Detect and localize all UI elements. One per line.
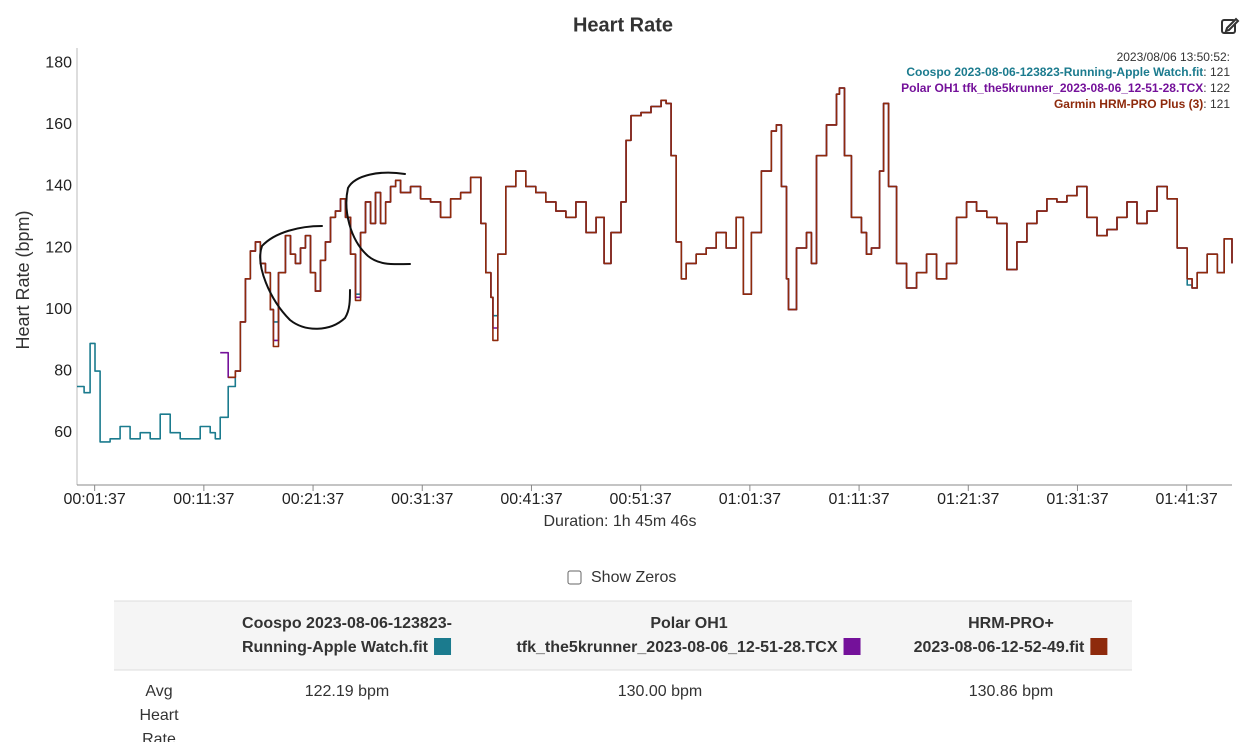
table-cell: 122.19 bpm: [305, 683, 390, 700]
column-header: Polar OH1: [650, 615, 727, 632]
x-tick-label: 00:21:37: [282, 491, 344, 508]
tooltip-separator: :: [1203, 65, 1210, 79]
y-tick-label: 140: [45, 178, 72, 195]
row-label: Avg: [145, 683, 172, 700]
tooltip-value: 121: [1210, 97, 1230, 111]
column-header: 2023-08-06-12-52-49.fit: [914, 639, 1085, 656]
tooltip-value: 121: [1210, 65, 1230, 79]
series-line: [228, 87, 1233, 379]
chart-title: Heart Rate: [573, 14, 673, 36]
tooltip-separator: :: [1203, 97, 1210, 111]
x-tick-label: 00:41:37: [500, 491, 562, 508]
series-swatch: [434, 638, 452, 655]
tooltip-separator: :: [1203, 81, 1210, 95]
row-label: Rate: [142, 731, 176, 742]
tooltip-value: 122: [1210, 81, 1230, 95]
x-tick-label: 01:31:37: [1046, 491, 1108, 508]
table-cell: 130.00 bpm: [618, 683, 703, 700]
y-tick-label: 180: [45, 55, 72, 72]
series-swatch: [1090, 638, 1108, 655]
x-tick-label: 00:11:37: [173, 491, 234, 508]
tooltip-time: 2023/08/06 13:50:52:: [1117, 50, 1230, 64]
tooltip-entry: Polar OH1 tfk_the5krunner_2023-08-06_12-…: [901, 81, 1230, 95]
column-header: HRM-PRO+: [968, 615, 1054, 632]
x-tick-label: 01:11:37: [829, 491, 890, 508]
x-tick-label: 00:51:37: [610, 491, 672, 508]
tooltip: 2023/08/06 13:50:52: Coospo 2023-08-06-1…: [901, 50, 1230, 111]
legend-name: Polar OH1 tfk_the5krunner_2023-08-06_12-…: [901, 81, 1203, 95]
y-tick-label: 100: [45, 301, 72, 318]
y-tick-label: 60: [54, 424, 72, 441]
plot-area: [77, 87, 1233, 443]
table-cell: 130.86 bpm: [969, 683, 1054, 700]
legend-name: Garmin HRM-PRO Plus (3): [1054, 97, 1203, 111]
checkbox[interactable]: [567, 570, 582, 585]
x-tick-label: 01:41:37: [1156, 491, 1218, 508]
hand-annotation: [259, 171, 411, 330]
row-label: Heart: [139, 707, 179, 724]
edit-icon[interactable]: [1221, 17, 1240, 34]
x-tick-label: 00:01:37: [64, 491, 126, 508]
stats-table: Coospo 2023-08-06-123823- Running-Apple W…: [114, 600, 1132, 742]
x-tick-label: 00:31:37: [391, 491, 453, 508]
x-axis-title: Duration: 1h 45m 46s: [544, 513, 697, 530]
column-header: tfk_the5krunner_2023-08-06_12-51-28.TCX: [516, 639, 837, 656]
table-header-bg: [114, 601, 1132, 670]
show-zeros-control[interactable]: Show Zeros: [567, 569, 676, 586]
legend-name: Coospo 2023-08-06-123823-Running-Apple W…: [906, 65, 1203, 79]
y-tick-label: 120: [45, 239, 72, 256]
y-tick-label: 160: [45, 116, 72, 133]
x-tick-label: 01:01:37: [719, 491, 781, 508]
x-tick-label: 01:21:37: [937, 491, 999, 508]
y-axis-title: Heart Rate (bpm): [13, 210, 33, 349]
series-swatch: [843, 638, 861, 655]
tooltip-entry: Coospo 2023-08-06-123823-Running-Apple W…: [906, 65, 1230, 79]
checkbox-label[interactable]: Show Zeros: [591, 569, 676, 586]
tooltip-entry: Garmin HRM-PRO Plus (3): 121: [1054, 97, 1230, 111]
column-header: Coospo 2023-08-06-123823-: [242, 615, 452, 632]
column-header: Running-Apple Watch.fit: [242, 639, 429, 656]
y-tick-label: 80: [54, 362, 72, 379]
